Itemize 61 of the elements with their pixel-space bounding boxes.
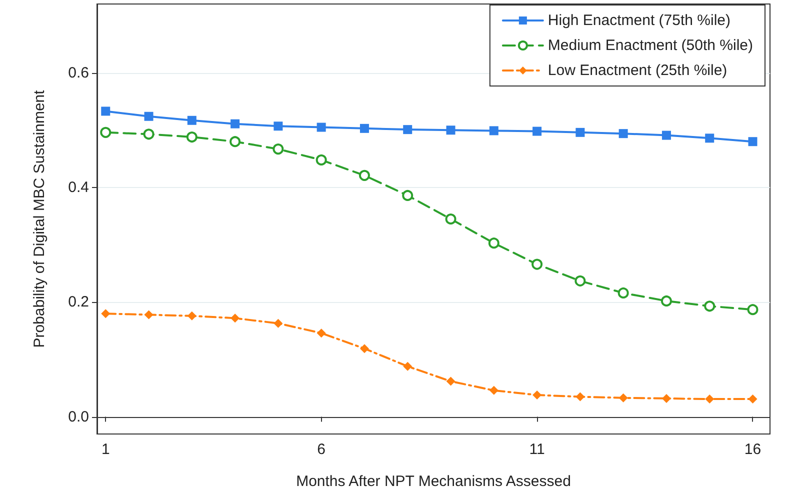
- point: [143, 128, 154, 140]
- y-tick-label: 0.6: [68, 64, 89, 82]
- point: [316, 122, 326, 132]
- legend-label: Medium Enactment (50th %ile): [548, 37, 754, 54]
- point: [187, 311, 196, 320]
- point: [618, 393, 628, 402]
- point: [532, 126, 542, 136]
- point: [316, 328, 326, 338]
- point: [272, 144, 284, 155]
- point: [144, 112, 154, 121]
- point: [574, 275, 586, 286]
- point: [662, 130, 671, 140]
- point: [274, 318, 283, 328]
- point: [360, 344, 369, 354]
- y-axis-title: Probability of Digital MBC Sustainment: [31, 89, 48, 348]
- point: [187, 116, 196, 125]
- point: [576, 392, 585, 402]
- point: [618, 287, 629, 298]
- point: [445, 214, 456, 224]
- point: [230, 136, 241, 148]
- point: [576, 128, 585, 137]
- point: [144, 310, 154, 320]
- y-tick-label: 0.2: [68, 294, 89, 311]
- y-tick-label: 0.4: [68, 178, 89, 196]
- point: [101, 106, 110, 116]
- point: [100, 126, 112, 138]
- point: [360, 124, 369, 133]
- point: [446, 126, 456, 135]
- point: [101, 309, 110, 318]
- x-tick-label: 6: [317, 441, 326, 458]
- point: [274, 122, 283, 131]
- point: [489, 386, 498, 395]
- point: [403, 362, 412, 371]
- point: [660, 295, 672, 306]
- point: [705, 394, 714, 404]
- point: [316, 154, 327, 166]
- point: [358, 170, 370, 181]
- point: [747, 304, 758, 316]
- point: [704, 300, 716, 312]
- point: [402, 190, 414, 201]
- point: [186, 132, 198, 143]
- legend-label: Low Enactment (25th %ile): [548, 62, 728, 79]
- point: [705, 134, 714, 143]
- point: [748, 137, 758, 146]
- point: [618, 129, 628, 138]
- y-tick-label: 0.0: [68, 408, 89, 426]
- x-tick-label: 1: [101, 441, 110, 458]
- legend-label: High Enactment (75th %ile): [548, 12, 731, 29]
- x-tick-label: 11: [529, 441, 545, 458]
- point: [532, 390, 542, 400]
- point: [748, 394, 758, 404]
- point: [230, 314, 240, 323]
- point: [532, 258, 543, 270]
- point: [488, 238, 500, 249]
- point: [403, 125, 412, 134]
- point: [489, 126, 498, 136]
- x-axis-title: Months After NPT Mechanisms Assessed: [296, 473, 571, 490]
- point: [446, 376, 456, 386]
- point: [662, 394, 671, 403]
- x-tick-label: 16: [744, 441, 762, 458]
- point: [230, 119, 240, 128]
